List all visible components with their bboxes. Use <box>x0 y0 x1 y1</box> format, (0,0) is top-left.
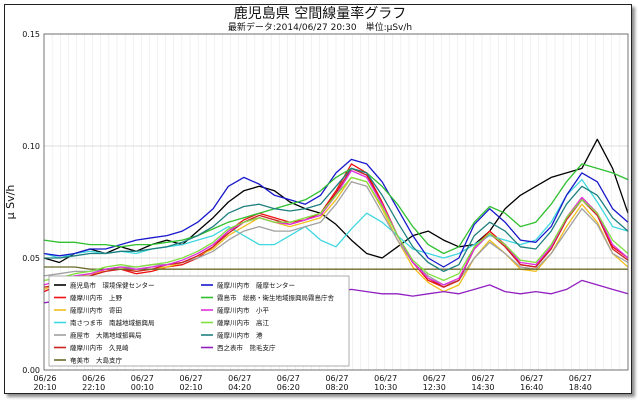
x-tick-label-time: 20:10 <box>33 383 56 392</box>
legend-entry: 薩摩川内市 小平 <box>217 306 270 315</box>
x-tick-label-time: 06:20 <box>277 383 300 392</box>
series-line-7 <box>43 158 629 268</box>
x-tick-label-date: 06/27 <box>179 374 202 383</box>
x-tick-label-time: 10:30 <box>374 383 397 392</box>
x-tick-label-time: 16:40 <box>520 383 543 392</box>
legend-entry: 薩摩川内市 上野 <box>70 293 123 302</box>
legend-entry: 西之表市 熊毛支庁 <box>217 343 276 352</box>
x-tick-label-date: 06/26 <box>33 374 56 383</box>
y-tick-label: 0.05 <box>22 254 40 263</box>
legend-entry: 薩摩川内市 高江 <box>217 318 270 327</box>
series-line-10 <box>43 176 629 282</box>
y-tick-label: 0.10 <box>22 142 40 151</box>
legend-entry: 霧島市 総務・衛生地域振興局霧島庁舎 <box>217 293 335 302</box>
x-tick-label-time: 04:20 <box>228 383 251 392</box>
x-tick-label-date: 06/27 <box>228 374 251 383</box>
x-tick-label-date: 06/27 <box>520 374 543 383</box>
plot-border <box>43 33 629 371</box>
legend-entry: 薩摩川内市 港 <box>217 331 263 340</box>
legend-entry: 南さつま市 南越地域振興局 <box>70 318 155 327</box>
series-line-5 <box>43 167 629 288</box>
legend-entry: 鹿屋市 大隅地域振興局 <box>70 331 142 340</box>
x-tick-label-time: 18:40 <box>569 383 592 392</box>
x-tick-label-date: 06/27 <box>569 374 592 383</box>
x-tick-label-time: 00:10 <box>131 383 154 392</box>
series-line-11 <box>44 167 629 273</box>
series-line-0 <box>43 138 629 264</box>
x-tick-label-date: 06/27 <box>374 374 397 383</box>
x-tick-label-date: 06/26 <box>82 374 105 383</box>
x-tick-label-time: 12:30 <box>423 383 446 392</box>
legend-box <box>48 275 350 367</box>
x-tick-label-time: 22:10 <box>82 383 105 392</box>
x-tick-label-date: 06/27 <box>471 374 494 383</box>
legend-entry: 薩摩川内市 久見崎 <box>70 343 129 352</box>
series-line-8 <box>43 163 629 255</box>
series-line-6 <box>44 266 628 270</box>
x-tick-label-time: 14:30 <box>471 383 494 392</box>
x-tick-label-time: 02:10 <box>179 383 202 392</box>
x-tick-label-date: 06/27 <box>131 374 154 383</box>
legend-entry: 薩摩川内市 薩摩センター <box>217 281 295 290</box>
x-tick-label-time: 08:20 <box>325 383 348 392</box>
y-axis-label: μ Sv/h <box>4 185 17 220</box>
axes: 0.000.050.100.15μ Sv/h06/2620:1006/2622:… <box>4 30 629 392</box>
y-tick-label: 0.00 <box>22 366 40 375</box>
legend-entry: 奄美市 大島支庁 <box>70 356 123 365</box>
legend-entry: 薩摩川内市 寄田 <box>70 306 122 315</box>
chart-subtitle: 最新データ:2014/06/27 20:30 単位:μSv/h <box>227 23 413 33</box>
chart-title: 鹿児島県 空間線量率グラフ <box>233 6 407 22</box>
y-tick-label: 0.15 <box>22 30 40 39</box>
x-tick-label-date: 06/27 <box>277 374 300 383</box>
x-tick-label-date: 06/27 <box>423 374 446 383</box>
legend-entry: 鹿児島市 環境保健センター <box>70 281 155 290</box>
x-tick-label-date: 06/27 <box>325 374 348 383</box>
series-lines <box>43 138 629 304</box>
